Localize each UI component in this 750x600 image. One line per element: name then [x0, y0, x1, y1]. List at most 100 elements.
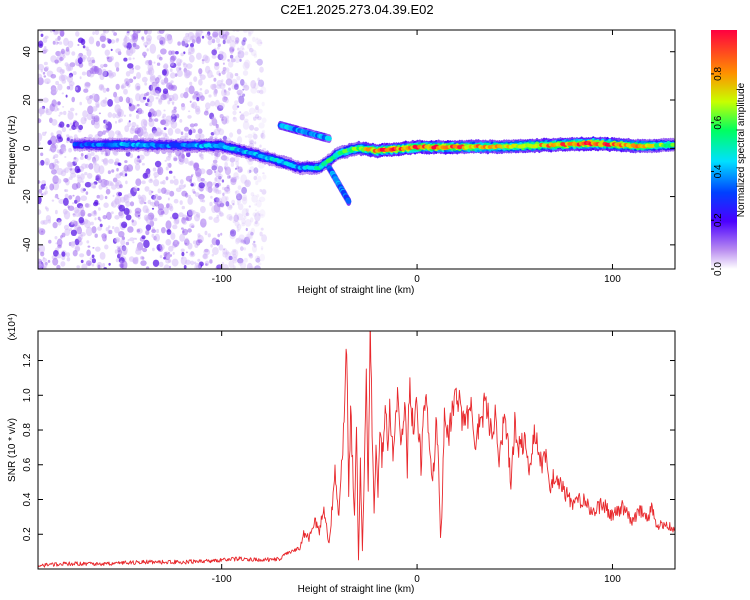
noise-speckle [146, 30, 152, 35]
noise-speckle [180, 248, 185, 253]
noise-speckle [237, 202, 240, 206]
noise-speckle [225, 118, 230, 124]
noise-speckle [155, 109, 162, 117]
noise-speckle [88, 36, 95, 45]
noise-speckle [247, 30, 254, 35]
noise-speckle [234, 83, 239, 87]
noise-speckle [248, 266, 254, 269]
noise-speckle [164, 33, 171, 42]
noise-speckle [145, 215, 152, 225]
noise-speckle [71, 51, 76, 56]
noise-speckle [219, 82, 226, 90]
noise-speckle [67, 111, 74, 120]
noise-speckle [255, 180, 259, 186]
noise-speckle [233, 116, 236, 120]
noise-speckle [44, 206, 48, 210]
noise-speckle [192, 240, 197, 245]
noise-speckle [207, 233, 211, 238]
noise-speckle [117, 249, 123, 256]
noise-speckle [250, 86, 258, 94]
noise-speckle [189, 179, 192, 184]
noise-speckle [107, 170, 111, 175]
noise-speckle [91, 59, 96, 64]
noise-speckle [244, 135, 248, 138]
noise-speckle [151, 207, 155, 210]
noise-speckle [157, 203, 164, 211]
noise-speckle [240, 262, 247, 269]
noise-speckle [44, 186, 48, 190]
noise-speckle [141, 180, 146, 185]
noise-speckle [240, 239, 245, 243]
noise-speckle [72, 202, 75, 205]
noise-speckle [68, 205, 75, 211]
noise-speckle [237, 47, 241, 52]
noise-speckle [241, 39, 246, 46]
noise-speckle [213, 203, 221, 213]
noise-speckle [105, 186, 108, 189]
noise-speckle [56, 130, 63, 136]
noise-speckle [221, 79, 224, 83]
noise-speckle [201, 31, 204, 34]
noise-speckle [115, 48, 121, 54]
noise-speckle [222, 39, 226, 45]
noise-speckle [182, 221, 187, 225]
noise-speckle [97, 264, 101, 269]
noise-speckle [152, 247, 155, 252]
noise-speckle [174, 128, 181, 134]
noise-speckle [115, 173, 122, 179]
noise-speckle [260, 247, 264, 251]
noise-speckle [163, 127, 167, 131]
noise-speckle [255, 61, 258, 63]
noise-speckle [72, 71, 77, 76]
noise-speckle [234, 40, 239, 45]
noise-speckle [233, 83, 239, 90]
noise-speckle [159, 255, 163, 259]
noise-speckle [167, 197, 170, 201]
noise-speckle [237, 50, 245, 59]
noise-speckle [207, 186, 213, 193]
noise-speckle [189, 100, 192, 104]
noise-speckle [38, 191, 41, 195]
noise-speckle [38, 162, 42, 166]
noise-speckle [213, 128, 220, 136]
noise-speckle [133, 76, 137, 80]
noise-speckle [214, 88, 218, 94]
noise-speckle [243, 30, 248, 33]
noise-speckle [114, 96, 121, 104]
noise-speckle [169, 216, 173, 219]
noise-speckle [204, 230, 208, 236]
noise-speckle [189, 81, 193, 86]
noise-speckle [104, 97, 108, 100]
noise-speckle [195, 105, 201, 113]
noise-speckle [223, 89, 227, 93]
spectrogram-x-tick-label: 100 [604, 274, 621, 285]
noise-speckle [171, 114, 175, 117]
noise-speckle [206, 181, 213, 188]
noise-speckle [242, 37, 247, 42]
noise-speckle [42, 47, 47, 53]
noise-speckle [253, 221, 260, 227]
noise-speckle [225, 201, 230, 207]
noise-speckle [188, 194, 191, 199]
snr-y-tick-label: 1.2 [22, 353, 33, 367]
noise-speckle [63, 148, 67, 152]
noise-speckle [101, 43, 106, 49]
noise-speckle [247, 230, 254, 240]
noise-speckle [231, 199, 236, 205]
noise-speckle [140, 238, 143, 242]
noise-speckle [77, 57, 83, 64]
noise-speckle [244, 219, 252, 227]
noise-speckle [205, 263, 208, 266]
noise-speckle [57, 197, 60, 200]
spectrogram-x-tick-label: 0 [414, 274, 420, 285]
noise-speckle [238, 258, 244, 266]
noise-speckle [66, 85, 71, 90]
noise-speckle [88, 134, 93, 139]
noise-speckle [249, 217, 254, 223]
noise-speckle [84, 171, 88, 176]
noise-speckle [167, 154, 172, 158]
noise-speckle [225, 115, 230, 120]
noise-speckle [234, 190, 238, 194]
noise-speckle [80, 234, 83, 237]
noise-speckle [116, 67, 120, 72]
